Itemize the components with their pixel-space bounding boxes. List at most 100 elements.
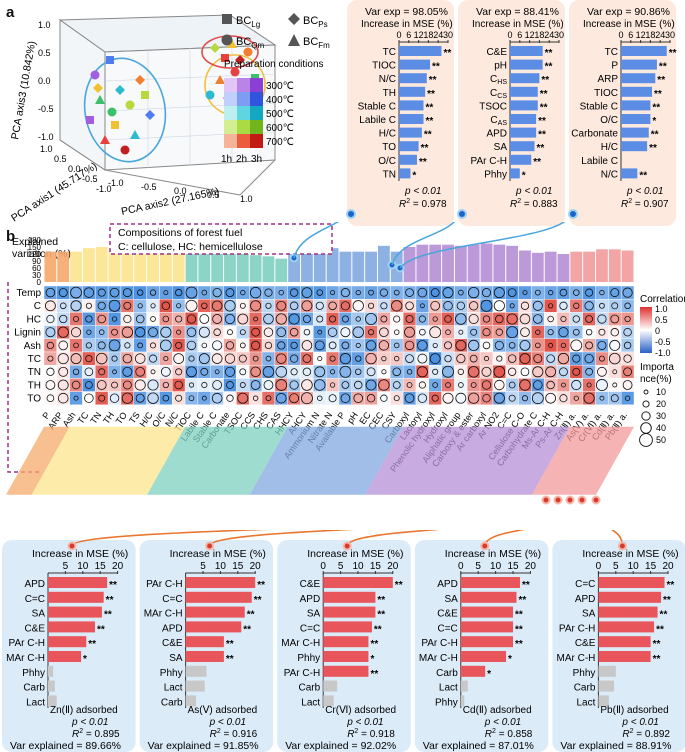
- x-tick: 5: [613, 561, 619, 572]
- heat-cell: [377, 378, 391, 392]
- explained-bar: [198, 247, 211, 282]
- importance-circle: [355, 355, 362, 362]
- heat-cell: [595, 285, 609, 300]
- r2-value: R2 = 0.978: [399, 198, 447, 210]
- heat-cell: [351, 351, 365, 366]
- sig-mark: **: [667, 580, 675, 591]
- importance-circle: [239, 329, 246, 336]
- importance-circle: [416, 366, 428, 378]
- importance-circle: [328, 301, 337, 311]
- sig-mark: **: [660, 610, 668, 621]
- heat-cell: [197, 351, 211, 366]
- importance-circle: [470, 382, 477, 388]
- importance-circle: [265, 302, 272, 309]
- importance-circle: [444, 341, 453, 350]
- heat-cell: [300, 298, 314, 313]
- sig-mark: **: [370, 639, 378, 650]
- importance-circle: [599, 395, 605, 401]
- explained-bar: [108, 250, 121, 282]
- importance-circle: [276, 327, 287, 338]
- x-tick: 12: [636, 30, 646, 40]
- heat-cell: [479, 298, 494, 313]
- heat-cell: [249, 351, 263, 366]
- sig-mark: *: [370, 654, 374, 665]
- heat-cell: [184, 285, 199, 300]
- heat-cell: [390, 378, 404, 392]
- importance-circle: [212, 288, 222, 298]
- heat-cell: [390, 351, 404, 366]
- importance-circle: [430, 288, 440, 298]
- heat-cell: [287, 298, 301, 313]
- importance-circle: [108, 339, 121, 352]
- importance-circle: [378, 340, 390, 351]
- importance-circle: [289, 327, 299, 337]
- heat-cell: [197, 378, 211, 392]
- heat-cell: [544, 378, 558, 392]
- importance-circle: [329, 315, 337, 323]
- bar-label: N/C: [379, 74, 396, 85]
- bar-label: Lact: [26, 697, 45, 708]
- heat-cell: [313, 378, 327, 392]
- bar-SA: [510, 141, 535, 152]
- heat-cell: [569, 325, 583, 339]
- importance-circle: [366, 367, 376, 377]
- heat-cell: [390, 364, 404, 379]
- heat-cell: [82, 364, 96, 379]
- importance-circle: [108, 299, 121, 312]
- fm-triangle-icon: [288, 34, 300, 46]
- heat-cell: [441, 351, 455, 366]
- heat-cell: [146, 338, 160, 353]
- heat-cell: [556, 298, 571, 313]
- importance-circle: [186, 340, 197, 351]
- heat-cell: [505, 338, 519, 353]
- heat-cell: [120, 325, 134, 339]
- heat-cell: [56, 351, 70, 366]
- importance-circle: [623, 341, 632, 350]
- p-value: p < 0.01: [484, 717, 521, 728]
- bar-Phhy: [323, 651, 369, 662]
- prep-swatch: [250, 134, 263, 148]
- pca-point: [106, 56, 114, 64]
- bar-label: MAr C-H: [419, 653, 458, 664]
- importance-circle: [58, 288, 68, 298]
- bar-label: APD: [486, 129, 507, 140]
- importance-circle: [70, 353, 82, 365]
- heat-cell: [300, 325, 314, 339]
- pca-point: [100, 135, 110, 144]
- heat-cell: [95, 325, 109, 339]
- importance-circle: [457, 368, 465, 375]
- importance-circle: [289, 301, 299, 311]
- importance-circle: [224, 366, 236, 377]
- heat-cell: [56, 325, 70, 339]
- importance-circle: [405, 301, 414, 311]
- bar-label: TC: [605, 47, 618, 58]
- explained-bar: [608, 249, 621, 282]
- importance-circle: [264, 288, 273, 297]
- bar-PAr C-H: [48, 636, 87, 648]
- bar-SA: [460, 591, 517, 603]
- importance-circle: [290, 368, 298, 376]
- bar-label: PAr C-H: [421, 638, 457, 649]
- prep-swatch: [250, 92, 263, 106]
- importance-circle: [508, 342, 516, 349]
- importance-circle: [419, 303, 425, 309]
- heat-cell: [210, 364, 224, 379]
- heat-cell: [249, 391, 263, 406]
- importance-circle: [432, 382, 439, 388]
- importance-circle: [239, 382, 246, 388]
- bar-label: C&E: [162, 638, 183, 649]
- x-axis-label: Increase in MSE (%): [445, 548, 541, 560]
- importance-circle: [149, 289, 157, 296]
- heat-cell: [441, 312, 455, 326]
- importance-circle: [548, 303, 554, 309]
- heat-cell: [492, 325, 506, 339]
- importance-circle: [316, 289, 323, 296]
- heat-cell: [415, 312, 429, 326]
- bar-N/C: [621, 168, 638, 179]
- importance-circle: [391, 300, 403, 312]
- bar-C&E: [598, 636, 651, 648]
- heat-cell: [236, 391, 250, 406]
- r2-value: R2 = 0.907: [621, 198, 669, 210]
- svg-text:Compositions of forest fuel: Compositions of forest fuel: [118, 227, 242, 239]
- importance-circle: [276, 300, 287, 311]
